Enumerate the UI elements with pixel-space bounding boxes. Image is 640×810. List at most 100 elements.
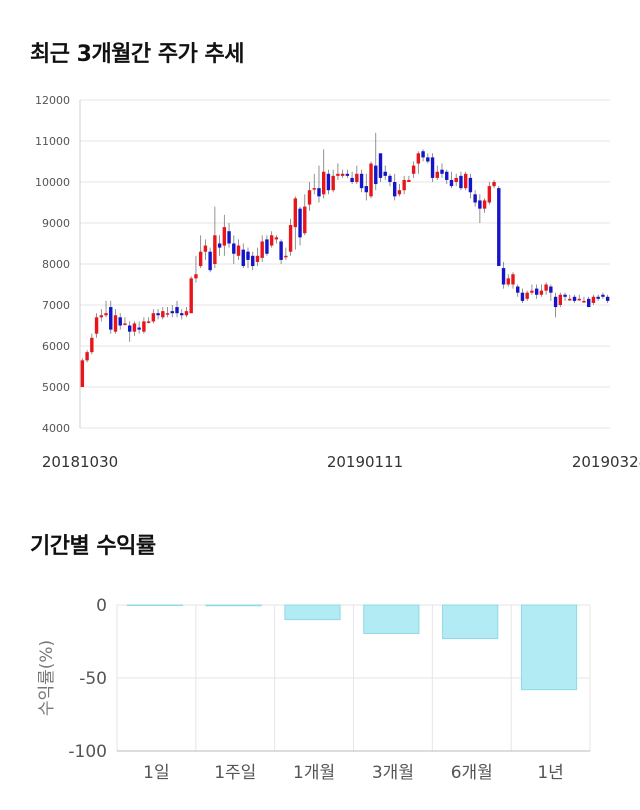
candle-body <box>260 241 264 258</box>
candle-body <box>383 171 387 176</box>
candle-body <box>478 200 482 209</box>
candle-body <box>94 317 99 334</box>
y-axis-label: 수익률(%) <box>37 640 57 716</box>
candle-body <box>591 296 596 303</box>
candle-body <box>407 179 411 182</box>
return-bar <box>205 604 262 607</box>
candle-body <box>445 171 449 180</box>
y-tick-label: 11000 <box>35 135 70 148</box>
x-category-label: 6개월 <box>451 763 493 783</box>
candle-body <box>520 292 525 301</box>
candle-body <box>251 255 255 267</box>
candle-body <box>421 151 425 158</box>
candle-body <box>454 177 458 182</box>
y-tick-label: 6000 <box>42 340 70 353</box>
candle-body <box>388 175 392 182</box>
candle-body <box>331 175 335 191</box>
candle-body <box>468 177 473 193</box>
candle-body <box>156 313 160 316</box>
y-tick-label: 0 <box>96 596 107 616</box>
return-bar <box>126 604 183 606</box>
x-category-label: 1일 <box>143 763 169 783</box>
candle-body <box>161 311 165 318</box>
candle-body <box>563 294 567 297</box>
price-trend-title: 최근 3개월간 주가 추세 <box>30 42 244 67</box>
candle-body <box>577 298 581 301</box>
candle-body <box>416 153 421 164</box>
candle-body <box>312 188 316 190</box>
candle-body <box>482 200 487 209</box>
candle-body <box>525 292 529 299</box>
candle-body <box>374 165 378 185</box>
candle-body <box>596 296 600 299</box>
y-tick-label: 4000 <box>42 422 70 435</box>
candle-body <box>284 255 288 258</box>
x-category-label: 3개월 <box>372 763 414 783</box>
candle-body <box>549 286 553 293</box>
candle-body <box>99 315 103 318</box>
candle-body <box>487 186 492 203</box>
candle-body <box>236 245 241 256</box>
candle-body <box>132 323 137 332</box>
x-date-label: 20190328 <box>572 453 640 471</box>
candle-body <box>587 298 591 308</box>
candle-body <box>601 294 605 297</box>
candle-body <box>364 186 368 193</box>
candle-body <box>350 177 354 182</box>
candle-body <box>322 171 326 195</box>
candle-body <box>208 251 212 271</box>
x-date-label: 20190111 <box>327 453 403 471</box>
candle-body <box>582 300 586 303</box>
candle-body <box>274 237 279 240</box>
candle-body <box>170 311 174 314</box>
candle-body <box>430 157 435 178</box>
candle-body <box>435 171 439 178</box>
candle-body <box>392 182 397 197</box>
candle-body <box>326 173 331 191</box>
candle-body <box>534 288 539 295</box>
candle-body <box>175 307 179 314</box>
y-tick-label: 8000 <box>42 258 70 271</box>
candle-body <box>298 208 302 238</box>
return-bar <box>520 604 578 691</box>
candle-body <box>203 245 208 252</box>
candle-body <box>288 225 293 252</box>
candle-body <box>355 173 359 182</box>
candle-body <box>345 173 350 176</box>
candle-body <box>530 290 534 293</box>
x-date-label: 20181030 <box>42 453 118 471</box>
candle-body <box>227 231 231 244</box>
candle-body <box>269 235 274 246</box>
candle-body <box>605 296 610 301</box>
candle-body <box>511 274 515 285</box>
candle-body <box>473 194 477 203</box>
candle-body <box>553 296 558 308</box>
candle-body <box>497 188 501 267</box>
candle-body <box>246 251 250 260</box>
candle-body <box>184 311 189 316</box>
candle-body <box>127 325 132 332</box>
candle-body <box>146 321 151 323</box>
candle-body <box>165 313 170 315</box>
candle-body <box>279 241 283 260</box>
y-tick-label: 12000 <box>35 94 70 107</box>
candle-body <box>265 239 269 254</box>
candle-body <box>113 315 118 332</box>
candle-body <box>293 198 298 228</box>
candle-body <box>506 278 510 285</box>
candle-body <box>232 243 236 254</box>
candle-body <box>397 190 402 195</box>
y-tick-label: 9000 <box>42 217 70 230</box>
candle-body <box>213 235 217 264</box>
candle-body <box>85 352 89 361</box>
candle-body <box>572 296 577 301</box>
candle-body <box>104 313 108 316</box>
candle-body <box>539 290 544 295</box>
candle-body <box>123 323 127 325</box>
candle-body <box>194 274 198 279</box>
candle-body <box>369 163 373 197</box>
candle-body <box>411 165 416 174</box>
candle-body <box>463 173 468 189</box>
candle-body <box>378 153 383 178</box>
